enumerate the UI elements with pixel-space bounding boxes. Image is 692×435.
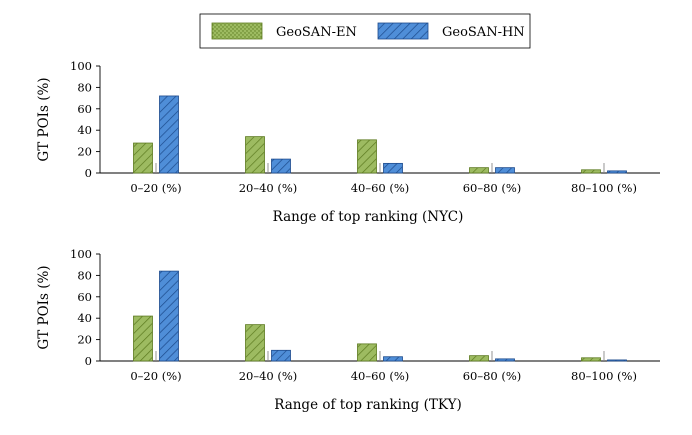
legend: GeoSAN-EN GeoSAN-HN: [199, 13, 531, 49]
bar-tky-geosan-en-1: [245, 324, 265, 362]
x-tick-label-nyc-1: 20–40 (%): [239, 181, 298, 195]
bar-tky-geosan-hn-4: [607, 359, 627, 362]
x-tick-label-tky-1: 20–40 (%): [239, 369, 298, 383]
x-axis-title-tky: Range of top ranking (TKY): [274, 397, 462, 413]
y-tick-label-nyc-60: 60: [77, 102, 92, 116]
x-tick-label-nyc-4: 80–100 (%): [571, 181, 637, 195]
legend-label-geosan-hn: GeoSAN-HN: [442, 25, 525, 40]
bar-tky-geosan-hn-0: [159, 270, 179, 362]
bar-tky-geosan-en-0: [133, 315, 153, 362]
y-tick-label-tky-40: 40: [77, 311, 92, 325]
y-tick-label-nyc-40: 40: [77, 123, 92, 137]
bar-tky-geosan-en-2: [357, 343, 377, 362]
bar-tky-geosan-hn-3: [495, 358, 515, 362]
y-tick-label-nyc-80: 80: [77, 80, 92, 94]
bar-nyc-geosan-hn-1: [271, 158, 291, 174]
bar-tky-geosan-en-4: [581, 357, 601, 362]
bar-nyc-geosan-hn-2: [383, 162, 403, 174]
y-tick-label-tky-60: 60: [77, 290, 92, 304]
y-tick-label-tky-20: 20: [77, 333, 92, 347]
bar-tky-geosan-en-3: [469, 355, 489, 362]
panel-tky: 0 20 40 60 80 100 GT POIs (%) 0–20 (%) 20–40 (%)…: [36, 247, 660, 413]
y-axis-title-tky: GT POIs (%): [36, 265, 52, 349]
x-tick-label-tky-4: 80–100 (%): [571, 369, 637, 383]
y-tick-label-nyc-20: 20: [77, 145, 92, 159]
x-tick-label-tky-2: 40–60 (%): [351, 369, 410, 383]
panel-nyc: 0 20 40 60 80 100 GT POIs (%) 0–20 (%) 20–40 (%)…: [36, 59, 660, 225]
bar-tky-geosan-hn-1: [271, 349, 291, 362]
x-tick-label-nyc-3: 60–80 (%): [463, 181, 522, 195]
x-tick-label-tky-0: 0–20 (%): [130, 369, 181, 383]
bar-nyc-geosan-en-4: [581, 169, 601, 174]
bar-nyc-geosan-hn-4: [607, 170, 627, 174]
x-tick-label-nyc-0: 0–20 (%): [130, 181, 181, 195]
x-tick-label-nyc-2: 40–60 (%): [351, 181, 410, 195]
y-tick-label-nyc-0: 0: [85, 166, 92, 180]
legend-label-geosan-en: GeoSAN-EN: [276, 25, 357, 40]
y-tick-label-nyc-100: 100: [70, 59, 92, 73]
bar-tky-geosan-hn-2: [383, 356, 403, 362]
bar-nyc-geosan-en-1: [245, 136, 265, 174]
legend-swatch-geosan-hn: [377, 22, 429, 40]
legend-swatch-geosan-en: [211, 22, 263, 40]
y-axis-title-nyc: GT POIs (%): [36, 77, 52, 161]
bar-nyc-geosan-en-3: [469, 167, 489, 174]
x-axis-title-nyc: Range of top ranking (NYC): [273, 209, 464, 225]
x-tick-label-tky-3: 60–80 (%): [463, 369, 522, 383]
bar-nyc-geosan-hn-3: [495, 167, 515, 174]
bar-nyc-geosan-hn-0: [159, 95, 179, 174]
y-tick-label-tky-100: 100: [70, 247, 92, 261]
y-tick-label-tky-0: 0: [85, 354, 92, 368]
bar-nyc-geosan-en-0: [133, 142, 153, 174]
bar-nyc-geosan-en-2: [357, 139, 377, 174]
y-tick-label-tky-80: 80: [77, 268, 92, 282]
